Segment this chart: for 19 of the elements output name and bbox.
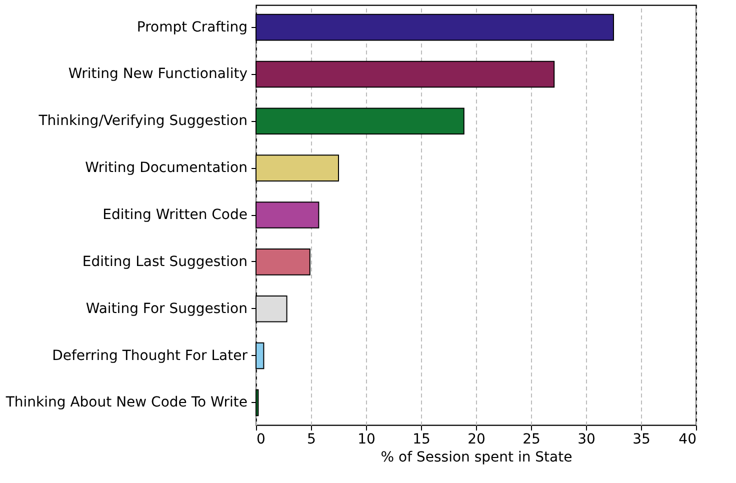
x-tick-label: 40 <box>678 432 696 448</box>
y-tick-label: Editing Written Code <box>102 207 248 223</box>
x-tick-label: 0 <box>256 432 266 448</box>
y-tick-label: Thinking About New Code To Write <box>4 394 248 411</box>
x-tick-label: 35 <box>632 432 650 448</box>
x-tick-label: 30 <box>578 432 596 448</box>
x-tick-label: 10 <box>358 432 376 448</box>
y-tick-label: Writing New Functionality <box>68 66 248 82</box>
x-tick-label: 25 <box>522 432 540 448</box>
x-tick-label: 20 <box>468 432 486 448</box>
y-tick-label: Editing Last Suggestion <box>82 254 248 270</box>
y-tick-label: Thinking/Verifying Suggestion <box>38 113 248 130</box>
x-axis-title: % of Session spent in State <box>380 450 572 466</box>
y-tick-label: Prompt Crafting <box>136 19 248 36</box>
x-tick-label: 5 <box>307 432 316 448</box>
y-tick-label: Deferring Thought For Later <box>52 348 248 364</box>
x-tick-label: 15 <box>412 432 430 448</box>
y-tick-label: Writing Documentation <box>85 160 248 176</box>
y-tick-label: Waiting For Suggestion <box>86 300 248 317</box>
